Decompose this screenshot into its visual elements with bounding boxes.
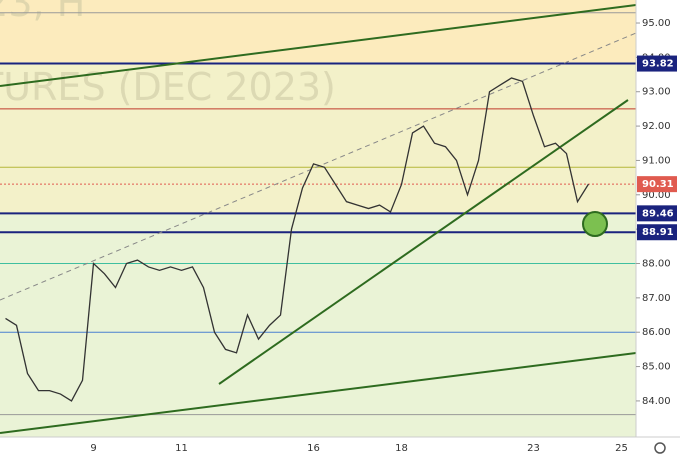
x-tick-label: 11 (175, 443, 188, 454)
y-tick-label: 91.00 (642, 155, 671, 166)
watermark: TURES (DEC 2023) (0, 65, 336, 109)
y-tick-label: 84.00 (642, 396, 671, 407)
y-tick-label: 93.00 (642, 87, 671, 98)
x-tick-label: 25 (615, 443, 628, 454)
price-label-box (637, 55, 677, 72)
settings-icon[interactable] (654, 442, 666, 454)
price-label-box (637, 176, 677, 193)
y-tick-label: 85.00 (642, 362, 671, 373)
zone-top (0, 0, 636, 62)
y-tick-label: 90.00 (642, 190, 671, 201)
price-label-box (637, 224, 677, 241)
channel-bottom (0, 352, 637, 434)
price-label: 90.31 (642, 179, 674, 190)
price-label: 89.46 (642, 208, 674, 219)
y-tick-label: 95.00 (642, 18, 671, 29)
dashed-trend (0, 32, 637, 301)
y-tick-label: 88.00 (642, 259, 671, 270)
zone-low (0, 213, 636, 437)
channel-top (0, 4, 637, 87)
x-tick-label: 9 (90, 443, 96, 454)
price-label-box (637, 205, 677, 222)
y-tick-label: 86.00 (642, 327, 671, 338)
price-label: 88.91 (642, 227, 674, 238)
price-label: 93.82 (642, 59, 674, 70)
y-tick-label: 92.00 (642, 121, 671, 132)
target-circle (582, 211, 608, 237)
y-tick-label: 87.00 (642, 293, 671, 304)
price-line (5, 77, 590, 402)
x-tick-label: 16 (307, 443, 320, 454)
zone-mid (0, 62, 636, 213)
x-tick-label: 23 (527, 443, 540, 454)
x-tick-label: 18 (395, 443, 408, 454)
